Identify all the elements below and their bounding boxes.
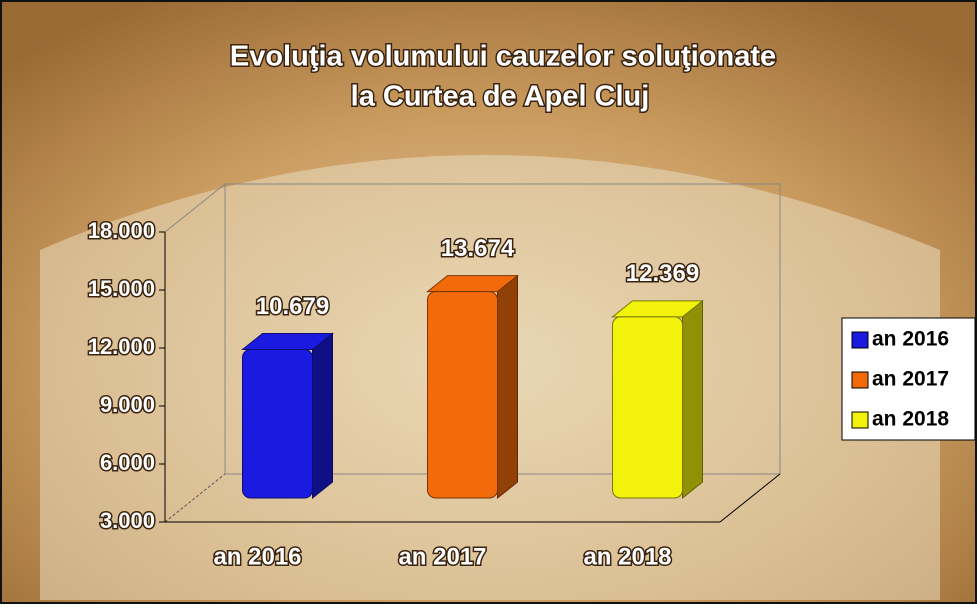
y-tick-label: 12.000 [88, 334, 155, 359]
chart-title: la Curtea de Apel Cluj [351, 81, 650, 113]
y-tick-label: 18.000 [88, 218, 155, 243]
legend-swatch [851, 331, 869, 349]
side-wall-edge [164, 183, 226, 233]
y-tick-label: 3.000 [100, 508, 155, 533]
legend-label: an 2016 [872, 328, 949, 351]
legend-label: an 2018 [872, 408, 949, 431]
bar [242, 349, 313, 499]
bar-side [312, 332, 333, 500]
x-tick-label: an 2018 [583, 543, 671, 570]
floor-edge [164, 473, 226, 523]
chart-title: Evoluţia volumului cauzelor soluţionate [230, 41, 776, 73]
bar [612, 316, 683, 499]
y-tick-label: 9.000 [100, 392, 155, 417]
x-tick-label: an 2017 [398, 543, 486, 570]
bar-side [497, 274, 518, 500]
y-tick-label: 15.000 [88, 276, 155, 301]
value-label: 12.369 [626, 260, 699, 287]
value-label: 10.679 [256, 293, 329, 320]
legend-swatch [851, 411, 869, 429]
y-tick-label: 6.000 [100, 450, 155, 475]
bar [427, 291, 498, 499]
legend-label: an 2017 [872, 368, 949, 391]
legend-swatch [851, 371, 869, 389]
value-label: 13.674 [441, 235, 515, 262]
floor-edge [719, 473, 781, 523]
x-tick-label: an 2016 [213, 543, 301, 570]
bar-side [682, 299, 703, 500]
